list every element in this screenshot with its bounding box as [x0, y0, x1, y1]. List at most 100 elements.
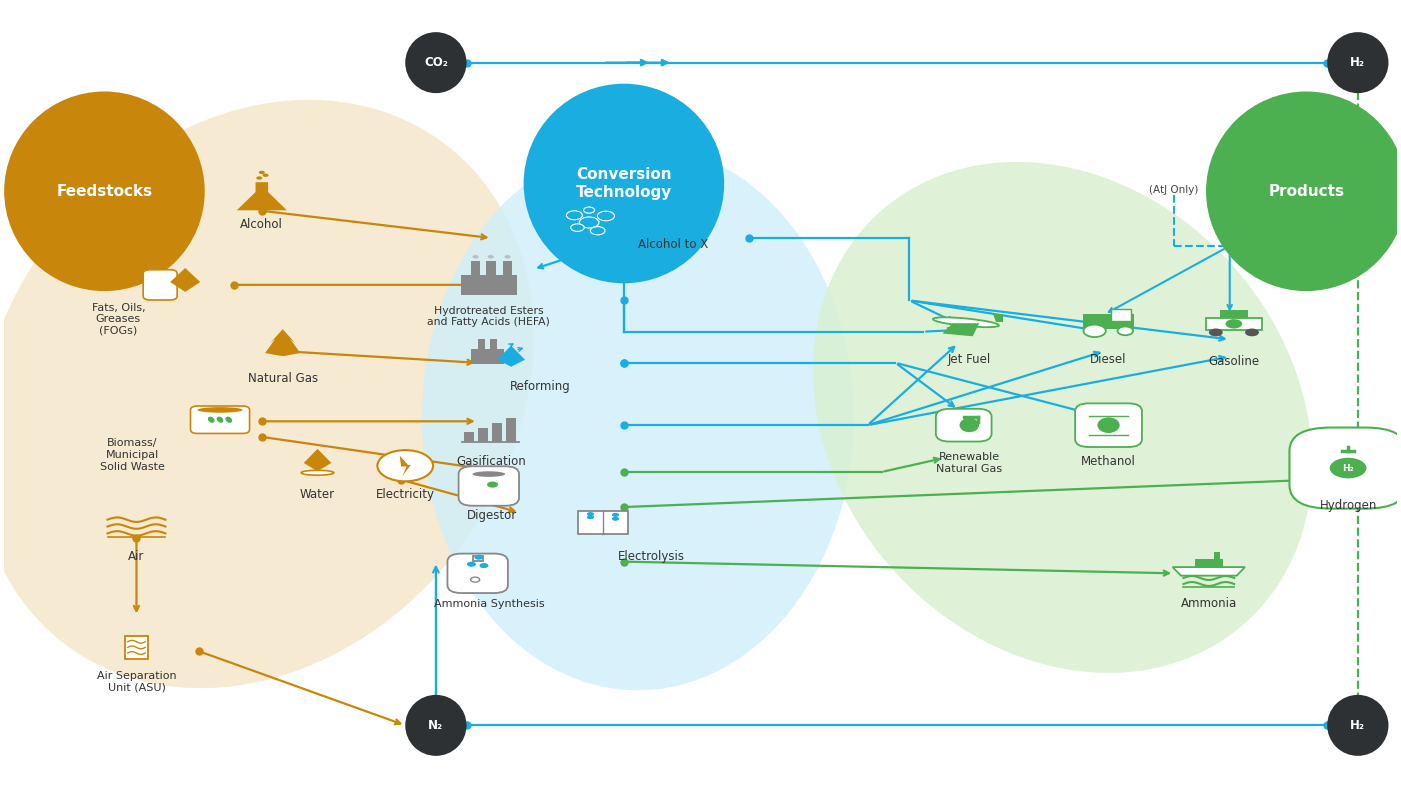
Ellipse shape [0, 100, 534, 688]
Ellipse shape [813, 162, 1313, 673]
Bar [478, 339, 485, 349]
Circle shape [479, 563, 489, 568]
Circle shape [1118, 326, 1133, 335]
Polygon shape [943, 323, 979, 336]
Bar [1111, 309, 1131, 322]
Polygon shape [993, 314, 1003, 322]
Bar [506, 418, 516, 441]
Text: N₂: N₂ [429, 719, 444, 732]
Ellipse shape [1327, 32, 1388, 93]
FancyBboxPatch shape [1289, 428, 1401, 508]
Text: Alcohol to X: Alcohol to X [637, 238, 708, 251]
Ellipse shape [4, 91, 205, 291]
Ellipse shape [504, 255, 510, 258]
Circle shape [570, 224, 584, 232]
Ellipse shape [524, 84, 724, 284]
Text: Ammonia Synthesis: Ammonia Synthesis [433, 599, 544, 609]
Ellipse shape [1206, 91, 1401, 291]
Text: H₂: H₂ [1342, 463, 1353, 473]
Ellipse shape [217, 417, 223, 423]
Circle shape [467, 562, 476, 567]
Polygon shape [304, 449, 331, 471]
Bar [503, 261, 513, 275]
Ellipse shape [226, 417, 233, 423]
Circle shape [1245, 329, 1259, 336]
Text: Digestor: Digestor [467, 509, 517, 522]
Text: Air Separation
Unit (ASU): Air Separation Unit (ASU) [97, 671, 177, 693]
Bar [490, 339, 497, 349]
Text: Diesel: Diesel [1090, 354, 1126, 366]
Text: Reforming: Reforming [510, 380, 570, 393]
Text: H₂: H₂ [1351, 719, 1366, 732]
Polygon shape [170, 268, 200, 292]
Ellipse shape [960, 418, 979, 432]
Ellipse shape [933, 318, 999, 327]
Circle shape [587, 512, 594, 516]
Text: Gasoline: Gasoline [1208, 355, 1259, 368]
Text: Ammonia: Ammonia [1181, 597, 1237, 610]
Circle shape [584, 207, 594, 214]
Text: Air: Air [129, 550, 144, 563]
Circle shape [1226, 319, 1243, 329]
Ellipse shape [405, 695, 467, 756]
Bar [1206, 318, 1262, 330]
FancyBboxPatch shape [936, 409, 992, 441]
Text: Natural Gas: Natural Gas [248, 372, 318, 385]
FancyBboxPatch shape [143, 269, 177, 300]
Text: Water: Water [300, 489, 335, 501]
Bar [1215, 552, 1220, 559]
Bar [1195, 559, 1223, 567]
Polygon shape [265, 329, 300, 356]
Bar [471, 349, 504, 364]
Text: Hydrotreated Esters
and Fatty Acids (HEFA): Hydrotreated Esters and Fatty Acids (HEF… [427, 306, 551, 328]
Text: Methanol: Methanol [1082, 455, 1136, 468]
Text: H₂: H₂ [1351, 56, 1366, 69]
Text: Fats, Oils,
Greases
(FOGs): Fats, Oils, Greases (FOGs) [91, 303, 146, 336]
Circle shape [471, 577, 479, 582]
Ellipse shape [198, 407, 242, 413]
Ellipse shape [405, 32, 467, 93]
FancyBboxPatch shape [1075, 403, 1142, 447]
Circle shape [590, 227, 605, 235]
Ellipse shape [472, 471, 506, 477]
Text: Alcohol: Alcohol [241, 217, 283, 231]
Text: Renewable
Natural Gas: Renewable Natural Gas [936, 452, 1002, 474]
Bar [478, 428, 489, 441]
Text: Biomass/
Municipal
Solid Waste: Biomass/ Municipal Solid Waste [99, 438, 165, 472]
Bar [125, 636, 147, 659]
Bar [1083, 314, 1133, 329]
Text: CO₂: CO₂ [425, 56, 448, 69]
Circle shape [612, 517, 619, 521]
Bar [471, 261, 481, 275]
Polygon shape [399, 455, 410, 476]
Text: Feedstocks: Feedstocks [56, 184, 153, 199]
Circle shape [259, 171, 265, 174]
Circle shape [256, 177, 262, 180]
Circle shape [475, 555, 483, 559]
Circle shape [587, 515, 594, 519]
Ellipse shape [1097, 418, 1119, 433]
Bar [464, 432, 475, 441]
Ellipse shape [301, 470, 333, 475]
Text: Electricity: Electricity [375, 489, 434, 501]
Text: Hydrogen: Hydrogen [1320, 500, 1377, 512]
Text: Products: Products [1268, 184, 1345, 199]
Ellipse shape [1327, 695, 1388, 756]
Circle shape [262, 173, 269, 177]
Text: (AtJ Only): (AtJ Only) [1149, 184, 1199, 195]
Circle shape [612, 513, 619, 517]
Circle shape [377, 450, 433, 481]
Bar [486, 261, 496, 275]
Ellipse shape [422, 144, 853, 690]
Ellipse shape [207, 417, 214, 423]
Polygon shape [497, 346, 525, 366]
Bar [579, 511, 628, 534]
Bar [472, 556, 483, 561]
Bar [461, 275, 517, 295]
Text: Conversion
Technology: Conversion Technology [576, 167, 672, 200]
Text: Gasification: Gasification [457, 455, 527, 468]
FancyBboxPatch shape [458, 466, 518, 506]
Ellipse shape [472, 255, 479, 258]
Circle shape [488, 481, 499, 488]
Text: Electrolysis: Electrolysis [618, 550, 685, 563]
